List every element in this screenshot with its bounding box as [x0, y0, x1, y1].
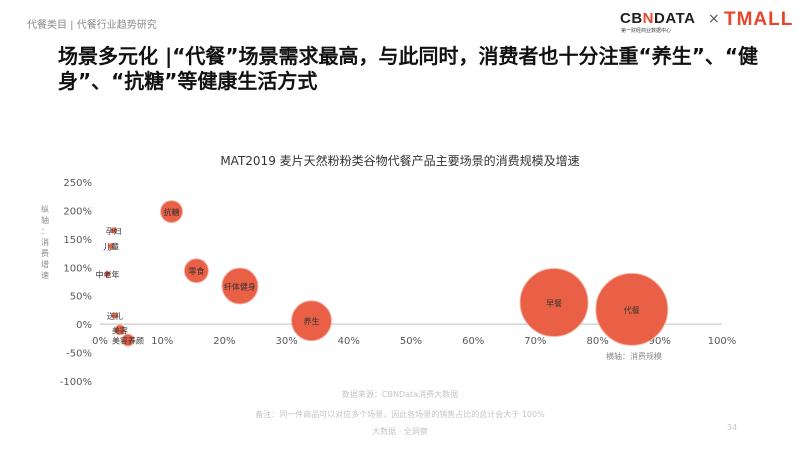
x-tick-label: 40%	[338, 336, 360, 347]
breadcrumb: 代餐类目 | 代餐行业趋势研究	[27, 20, 157, 31]
cbndata-logo-subtitle: 第一财经商业数据中心	[621, 28, 672, 34]
y-axis-label-char: 纵	[41, 205, 49, 214]
bubble-label: 美容养颜	[112, 336, 144, 346]
tmall-logo: TMALL	[724, 9, 794, 30]
y-axis-label-char: 增	[41, 259, 49, 269]
logo-separator: ×	[708, 11, 720, 27]
x-tick-label: 20%	[213, 336, 235, 347]
y-tick-label: 50%	[70, 292, 92, 303]
x-tick-label: 0%	[92, 336, 108, 347]
bubble-纤体健身	[221, 267, 259, 305]
y-axis-label-char: ：	[41, 227, 49, 236]
logo-group: CBNDATA 第一财经商业数据中心 × TMALL	[620, 9, 792, 36]
footer-note: 备注：同一件商品可以对应多个场景，因此各场景的销售占比的总计会大于 100%	[255, 410, 545, 419]
bubble-早餐	[519, 268, 589, 338]
x-tick-label: 90%	[649, 336, 671, 347]
y-axis-label-char: 速	[41, 271, 49, 280]
page-number: 34	[727, 423, 738, 432]
bubble-养生	[290, 300, 332, 342]
bubble-label: 送礼	[107, 311, 123, 321]
y-axis-label-char: 轴	[41, 215, 49, 225]
x-tick-label: 80%	[586, 336, 608, 347]
bubble-label: 早餐	[546, 299, 562, 308]
bubble-label: 代餐	[624, 305, 640, 315]
y-axis-label-char: 费	[41, 248, 49, 258]
x-tick-label: 30%	[275, 336, 297, 347]
y-tick-label: 150%	[63, 235, 92, 246]
y-tick-label: 100%	[63, 263, 92, 274]
y-tick-label: 200%	[63, 206, 92, 217]
bubble-label: 儿童	[103, 242, 119, 252]
x-tick-label: 50%	[400, 336, 422, 347]
footer-source: 数据来源：CBNData消费大数据	[341, 390, 459, 399]
x-tick-label: 60%	[462, 336, 484, 347]
cbndata-logo: CBNDATA	[620, 10, 696, 27]
y-tick-label: -50%	[66, 349, 92, 360]
x-axis-label: 横轴：消费规模	[606, 351, 662, 361]
bubble-零食	[183, 258, 209, 284]
bubble-label: 孕妇	[106, 226, 122, 236]
x-tick-label: 10%	[151, 336, 173, 347]
bubble-代餐	[595, 272, 669, 346]
footer-scope: 大数据 · 全洞察	[372, 427, 428, 436]
y-tick-label: -100%	[60, 377, 92, 388]
bubble-label: 养生	[303, 316, 319, 326]
chart-title: MAT2019 麦片天然粉粉类谷物代餐产品主要场景的消费规模及增速	[220, 154, 580, 168]
bubble-美容	[114, 324, 126, 336]
x-tick-label: 100%	[708, 336, 737, 347]
y-tick-label: 0%	[76, 320, 92, 331]
bubble-儿童	[107, 242, 115, 250]
bubble-label: 零食	[188, 266, 204, 276]
bubble-label: 美容	[112, 325, 128, 335]
page-headline: 场景多元化 |“代餐”场景需求最高，与此同时，消费者也十分注重“养生”、“健身”…	[58, 44, 758, 93]
x-tick-label: 70%	[524, 336, 546, 347]
bubble-孕妇	[110, 226, 118, 234]
y-tick-label: 250%	[63, 178, 92, 189]
bubble-送礼	[111, 312, 119, 320]
bubble-抗糖	[160, 200, 184, 224]
bubble-label: 抗糖	[164, 207, 180, 217]
y-axis-label-char: 消	[41, 237, 49, 247]
bubble-中老年	[103, 270, 111, 278]
bubble-label: 纤体健身	[224, 282, 256, 292]
bubble-美容养颜	[121, 333, 135, 347]
bubble-label: 中老年	[95, 270, 119, 280]
